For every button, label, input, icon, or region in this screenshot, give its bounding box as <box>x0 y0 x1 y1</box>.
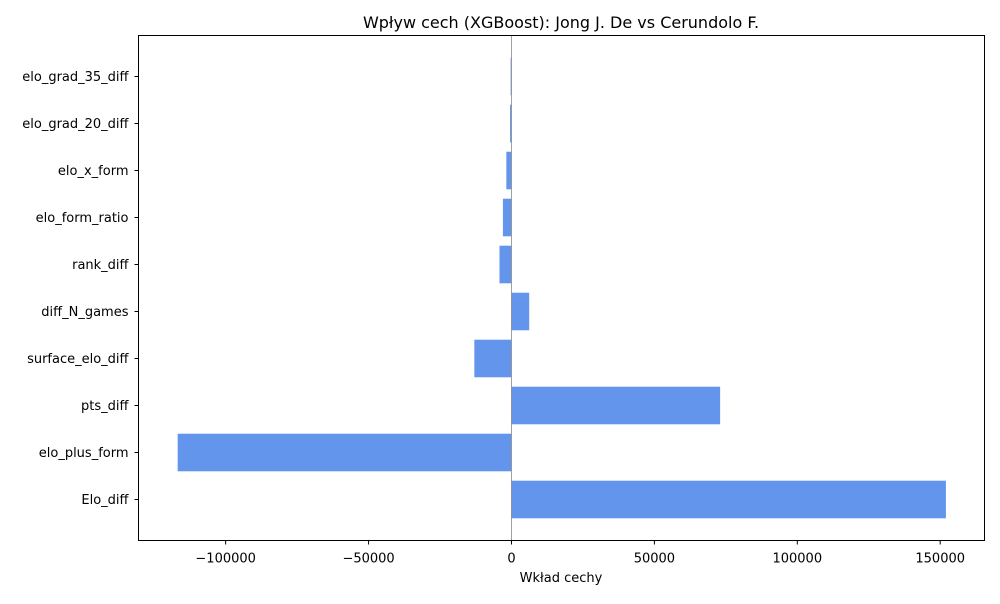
bar-elo_x_form <box>506 151 512 190</box>
y-tick-label-elo_form_ratio: elo_form_ratio <box>36 211 129 226</box>
y-tick-label-elo_grad_35_diff: elo_grad_35_diff <box>22 70 129 85</box>
x-tick-label-0: 0 <box>507 552 515 567</box>
y-tick-label-elo_x_form: elo_x_form <box>58 164 129 179</box>
bar-Elo_diff <box>511 480 946 519</box>
bar-elo_plus_form <box>177 433 512 472</box>
bar-elo_grad_35_diff <box>510 57 512 96</box>
bar-rank_diff <box>499 245 512 284</box>
y-axis: Elo_diff elo_plus_form pts_diff surface_elo… <box>22 70 139 508</box>
y-tick-label-diff_N_games: diff_N_games <box>41 305 128 320</box>
y-tick-label-surface_elo_diff: surface_elo_diff <box>27 352 129 367</box>
plot-frame <box>138 35 985 541</box>
bar-elo_grad_20_diff <box>510 104 512 143</box>
chart-title: Wpływ cech (XGBoost): Jong J. De vs Ceru… <box>363 13 759 32</box>
y-tick-label-pts_diff: pts_diff <box>81 399 129 414</box>
y-tick-label-Elo_diff: Elo_diff <box>81 493 129 508</box>
x-tick-label-100000: 100000 <box>772 552 822 567</box>
x-axis: −100000 −50000 0 50000 100000 150000 <box>195 540 965 567</box>
x-tick-label-50000: 50000 <box>634 552 675 567</box>
bar-pts_diff <box>511 386 721 425</box>
bar-elo_form_ratio <box>502 198 512 237</box>
bar-surface_elo_diff <box>474 339 512 378</box>
bar-diff_N_games <box>511 292 530 331</box>
x-tick-label-150000: 150000 <box>915 552 965 567</box>
y-tick-label-elo_grad_20_diff: elo_grad_20_diff <box>22 117 129 132</box>
x-tick-label--50000: −50000 <box>342 552 394 567</box>
bars-layer <box>177 57 946 519</box>
x-axis-label: Wkład cechy <box>520 571 603 586</box>
y-tick-label-rank_diff: rank_diff <box>72 258 129 273</box>
x-tick-label--100000: −100000 <box>195 552 256 567</box>
y-tick-label-elo_plus_form: elo_plus_form <box>39 446 129 461</box>
